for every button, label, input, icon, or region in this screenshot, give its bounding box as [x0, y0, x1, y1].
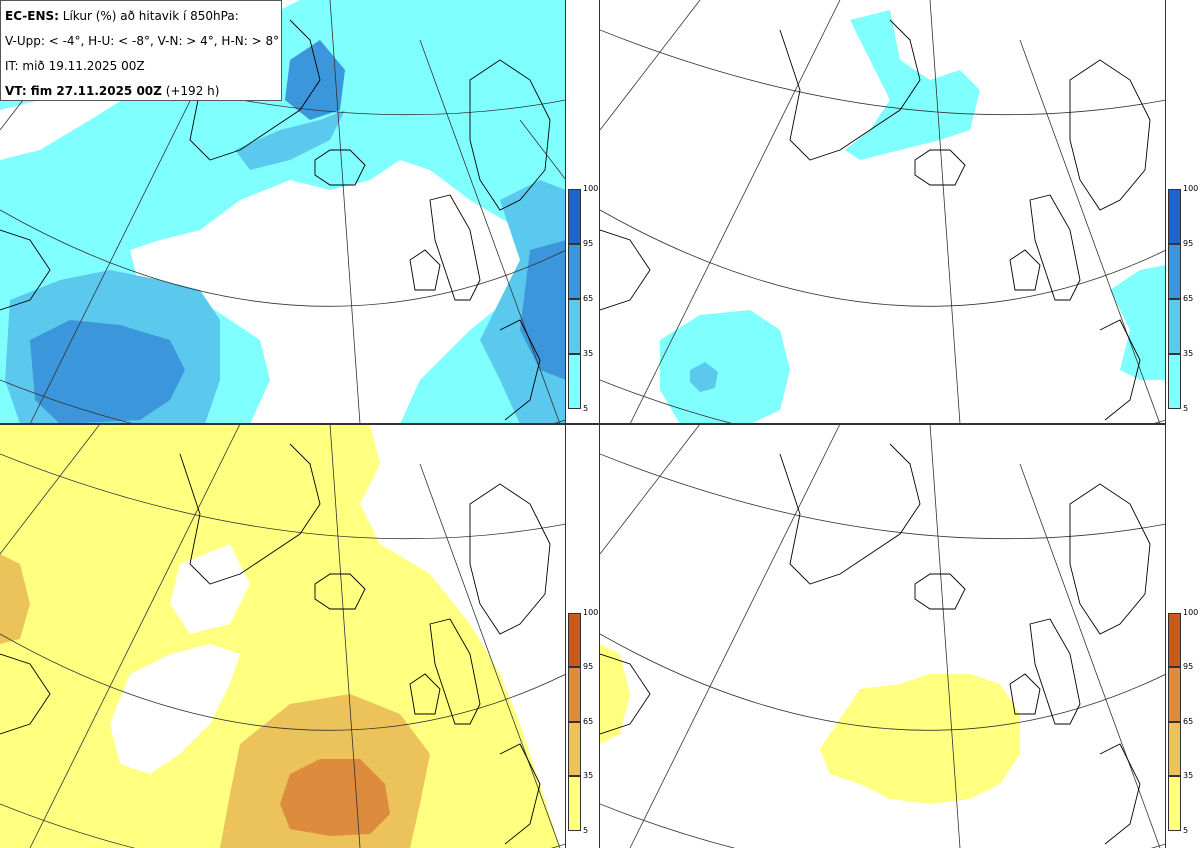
colorbar-tick: 95	[1183, 239, 1194, 248]
colorbar-tick: 100	[583, 184, 599, 193]
colorbar-tick: 100	[583, 608, 599, 617]
colorbar-seg	[568, 299, 581, 354]
legend-lead-time: (+192 h)	[161, 84, 220, 98]
prob-area-5-east	[1110, 265, 1166, 380]
coastlines	[0, 443, 551, 845]
colorbar-seg	[568, 189, 581, 244]
colorbar-tick: 35	[583, 349, 594, 358]
colorbar-tick: 65	[1183, 717, 1194, 726]
coastlines	[600, 443, 1151, 845]
colorbar-tick: 5	[583, 404, 589, 413]
prob-area-5	[820, 674, 1020, 804]
panel-divider-horizontal	[0, 423, 1166, 425]
prob-area-35-west	[0, 554, 30, 644]
colorbar-seg	[1168, 354, 1181, 409]
prob-area-5-sw	[660, 310, 790, 424]
no-prob-area	[110, 644, 240, 774]
panel-border-right	[1165, 0, 1166, 848]
colorbar-tick: 95	[583, 662, 594, 671]
colorbar-seg	[568, 776, 581, 831]
panel-top-right	[600, 0, 1166, 424]
legend-valid-time: VT: fim 27.11.2025 00Z	[5, 84, 162, 98]
legend-line-3: IT: mið 19.11.2025 00Z	[5, 59, 145, 73]
colorbar-tick: 5	[1183, 826, 1189, 835]
colorbar-2: 100 95 65 35 5	[1168, 185, 1198, 413]
map-bottom-left	[0, 424, 566, 848]
colorbar-tick: 35	[1183, 771, 1194, 780]
panel-divider-right	[599, 0, 600, 848]
colorbar-seg	[568, 354, 581, 409]
colorbar-seg	[568, 667, 581, 722]
graticule	[600, 424, 1166, 848]
colorbar-seg	[1168, 299, 1181, 354]
colorbar-tick: 5	[583, 826, 589, 835]
prob-area-5	[845, 10, 980, 160]
panel-top-left: EC-ENS: Líkur (%) að hitavik í 850hPa: V…	[0, 0, 566, 424]
colorbar-tick: 35	[583, 771, 594, 780]
map-bottom-right	[600, 424, 1166, 848]
legend-title: Líkur (%) að hitavik í 850hPa:	[58, 9, 239, 23]
map-top-right	[600, 0, 1166, 424]
coastlines	[0, 19, 551, 421]
map-top-left	[0, 0, 566, 424]
colorbar-seg	[1168, 613, 1181, 667]
colorbar-seg	[1168, 244, 1181, 299]
colorbar-seg	[568, 722, 581, 776]
colorbar-tick: 65	[583, 294, 594, 303]
graticule	[0, 424, 566, 848]
prob-area-5-west	[600, 644, 630, 744]
colorbar-tick: 65	[1183, 294, 1194, 303]
colorbar-seg	[1168, 189, 1181, 244]
colorbar-tick: 5	[1183, 404, 1189, 413]
panel-divider-left	[565, 0, 566, 848]
no-prob-area-2	[170, 544, 250, 634]
prob-area-35-north	[235, 110, 345, 170]
legend-box: EC-ENS: Líkur (%) að hitavik í 850hPa: V…	[0, 0, 282, 101]
legend-label-ecens: EC-ENS:	[5, 9, 59, 23]
legend-line-2: V-Upp: < -4°, H-U: < -8°, V-N: > 4°, H-N…	[5, 34, 280, 48]
colorbar-seg	[568, 244, 581, 299]
prob-area-65	[280, 759, 390, 836]
colorbar-tick: 100	[1183, 608, 1199, 617]
panel-bottom-left	[0, 424, 566, 848]
legend-line-1: EC-ENS: Líkur (%) að hitavik í 850hPa:	[5, 4, 277, 29]
colorbar-seg	[1168, 722, 1181, 776]
legend-line-4: VT: fim 27.11.2025 00Z (+192 h)	[5, 79, 277, 104]
colorbar-1: 100 95 65 35 5	[568, 185, 598, 413]
colorbar-seg	[568, 613, 581, 667]
no-prob-area	[240, 200, 420, 424]
panel-bottom-right	[600, 424, 1166, 848]
colorbar-4: 100 95 65 35 5	[1168, 609, 1198, 835]
colorbar-tick: 95	[583, 239, 594, 248]
colorbar-seg	[1168, 667, 1181, 722]
colorbar-tick: 100	[1183, 184, 1199, 193]
colorbar-tick: 65	[583, 717, 594, 726]
prob-area-35-sw	[690, 362, 718, 392]
colorbar-tick: 95	[1183, 662, 1194, 671]
prob-area-65-north	[285, 40, 345, 120]
colorbar-seg	[1168, 776, 1181, 831]
coastlines	[600, 19, 1151, 421]
colorbar-tick: 35	[1183, 349, 1194, 358]
graticule	[600, 0, 1166, 424]
colorbar-3: 100 95 65 35 5	[568, 609, 598, 835]
